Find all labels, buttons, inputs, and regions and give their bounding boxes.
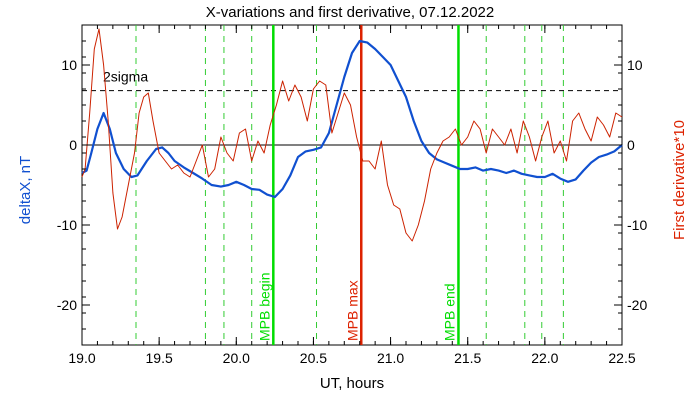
y-right-tick-label: 0 — [627, 137, 635, 153]
x-axis-label: UT, hours — [320, 375, 384, 392]
series-lines — [81, 28, 623, 242]
axes: 19.0 19.5 20.0 20.5 21.0 21.5 22.0 22.5 -20 -20 -1… — [57, 24, 647, 366]
y-right-tick-label: 10 — [627, 57, 643, 73]
derivative-series-line — [81, 28, 623, 242]
marker-label: MPB end — [441, 283, 457, 341]
y-left-tick-label: 10 — [61, 57, 77, 73]
chart-title: X-variations and first derivative, 07.12… — [206, 4, 495, 21]
x-tick-label: 22.5 — [608, 350, 635, 366]
x-tick-label: 19.5 — [146, 350, 173, 366]
x-tick-label: 20.5 — [300, 350, 327, 366]
x-tick-label: 21.5 — [454, 350, 481, 366]
y-axis-right-label: First derivative*10 — [671, 120, 688, 240]
sigma-label: 2sigma — [103, 69, 148, 85]
y-left-tick-label: 0 — [69, 137, 77, 153]
x-tick-label: 19.0 — [68, 350, 95, 366]
y-left-tick-label: -20 — [57, 297, 77, 313]
y-right-tick-label: -20 — [627, 297, 647, 313]
marker-label: MPB begin — [256, 273, 272, 341]
x-tick-label: 20.0 — [223, 350, 250, 366]
y-right-tick-label: -10 — [627, 217, 647, 233]
reference-lines: 2sigma — [82, 25, 622, 345]
y-left-tick-label: -10 — [57, 217, 77, 233]
deltax-series-line — [81, 39, 623, 199]
y-axis-left-label: deltaX, nT — [17, 156, 34, 224]
marker-label: MPB max — [344, 280, 360, 341]
x-tick-label: 22.0 — [531, 350, 558, 366]
x-tick-label: 21.0 — [377, 350, 404, 366]
mpb-markers: MPB begin MPB max MPB end — [256, 25, 460, 345]
